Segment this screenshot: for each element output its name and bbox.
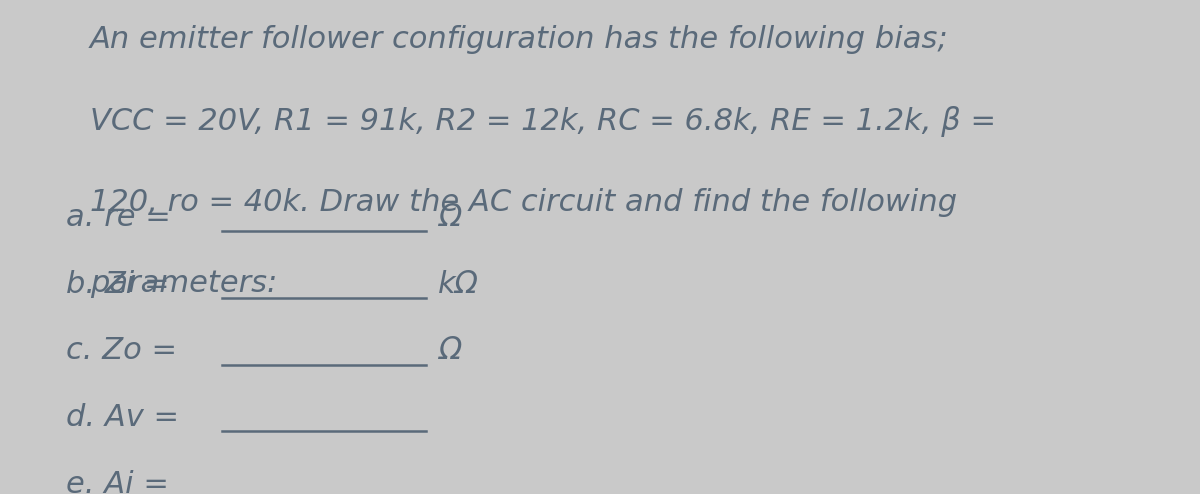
Text: 120, ro = 40k. Draw the AC circuit and find the following: 120, ro = 40k. Draw the AC circuit and f… <box>90 188 958 217</box>
Text: An emitter follower configuration has the following bias;: An emitter follower configuration has th… <box>90 25 949 54</box>
Text: kΩ: kΩ <box>438 270 479 298</box>
Text: d. Av =: d. Av = <box>66 403 179 432</box>
Text: VCC = 20V, R1 = 91k, R2 = 12k, RC = 6.8k, RE = 1.2k, β =: VCC = 20V, R1 = 91k, R2 = 12k, RC = 6.8k… <box>90 106 996 137</box>
Text: a. re =: a. re = <box>66 203 170 232</box>
Text: e. Ai =: e. Ai = <box>66 470 169 494</box>
Text: b. Zi =: b. Zi = <box>66 270 169 298</box>
Text: c. Zo =: c. Zo = <box>66 336 178 365</box>
Text: Ω: Ω <box>438 203 461 232</box>
Text: parameters:: parameters: <box>90 269 277 298</box>
Text: Ω: Ω <box>438 336 461 365</box>
